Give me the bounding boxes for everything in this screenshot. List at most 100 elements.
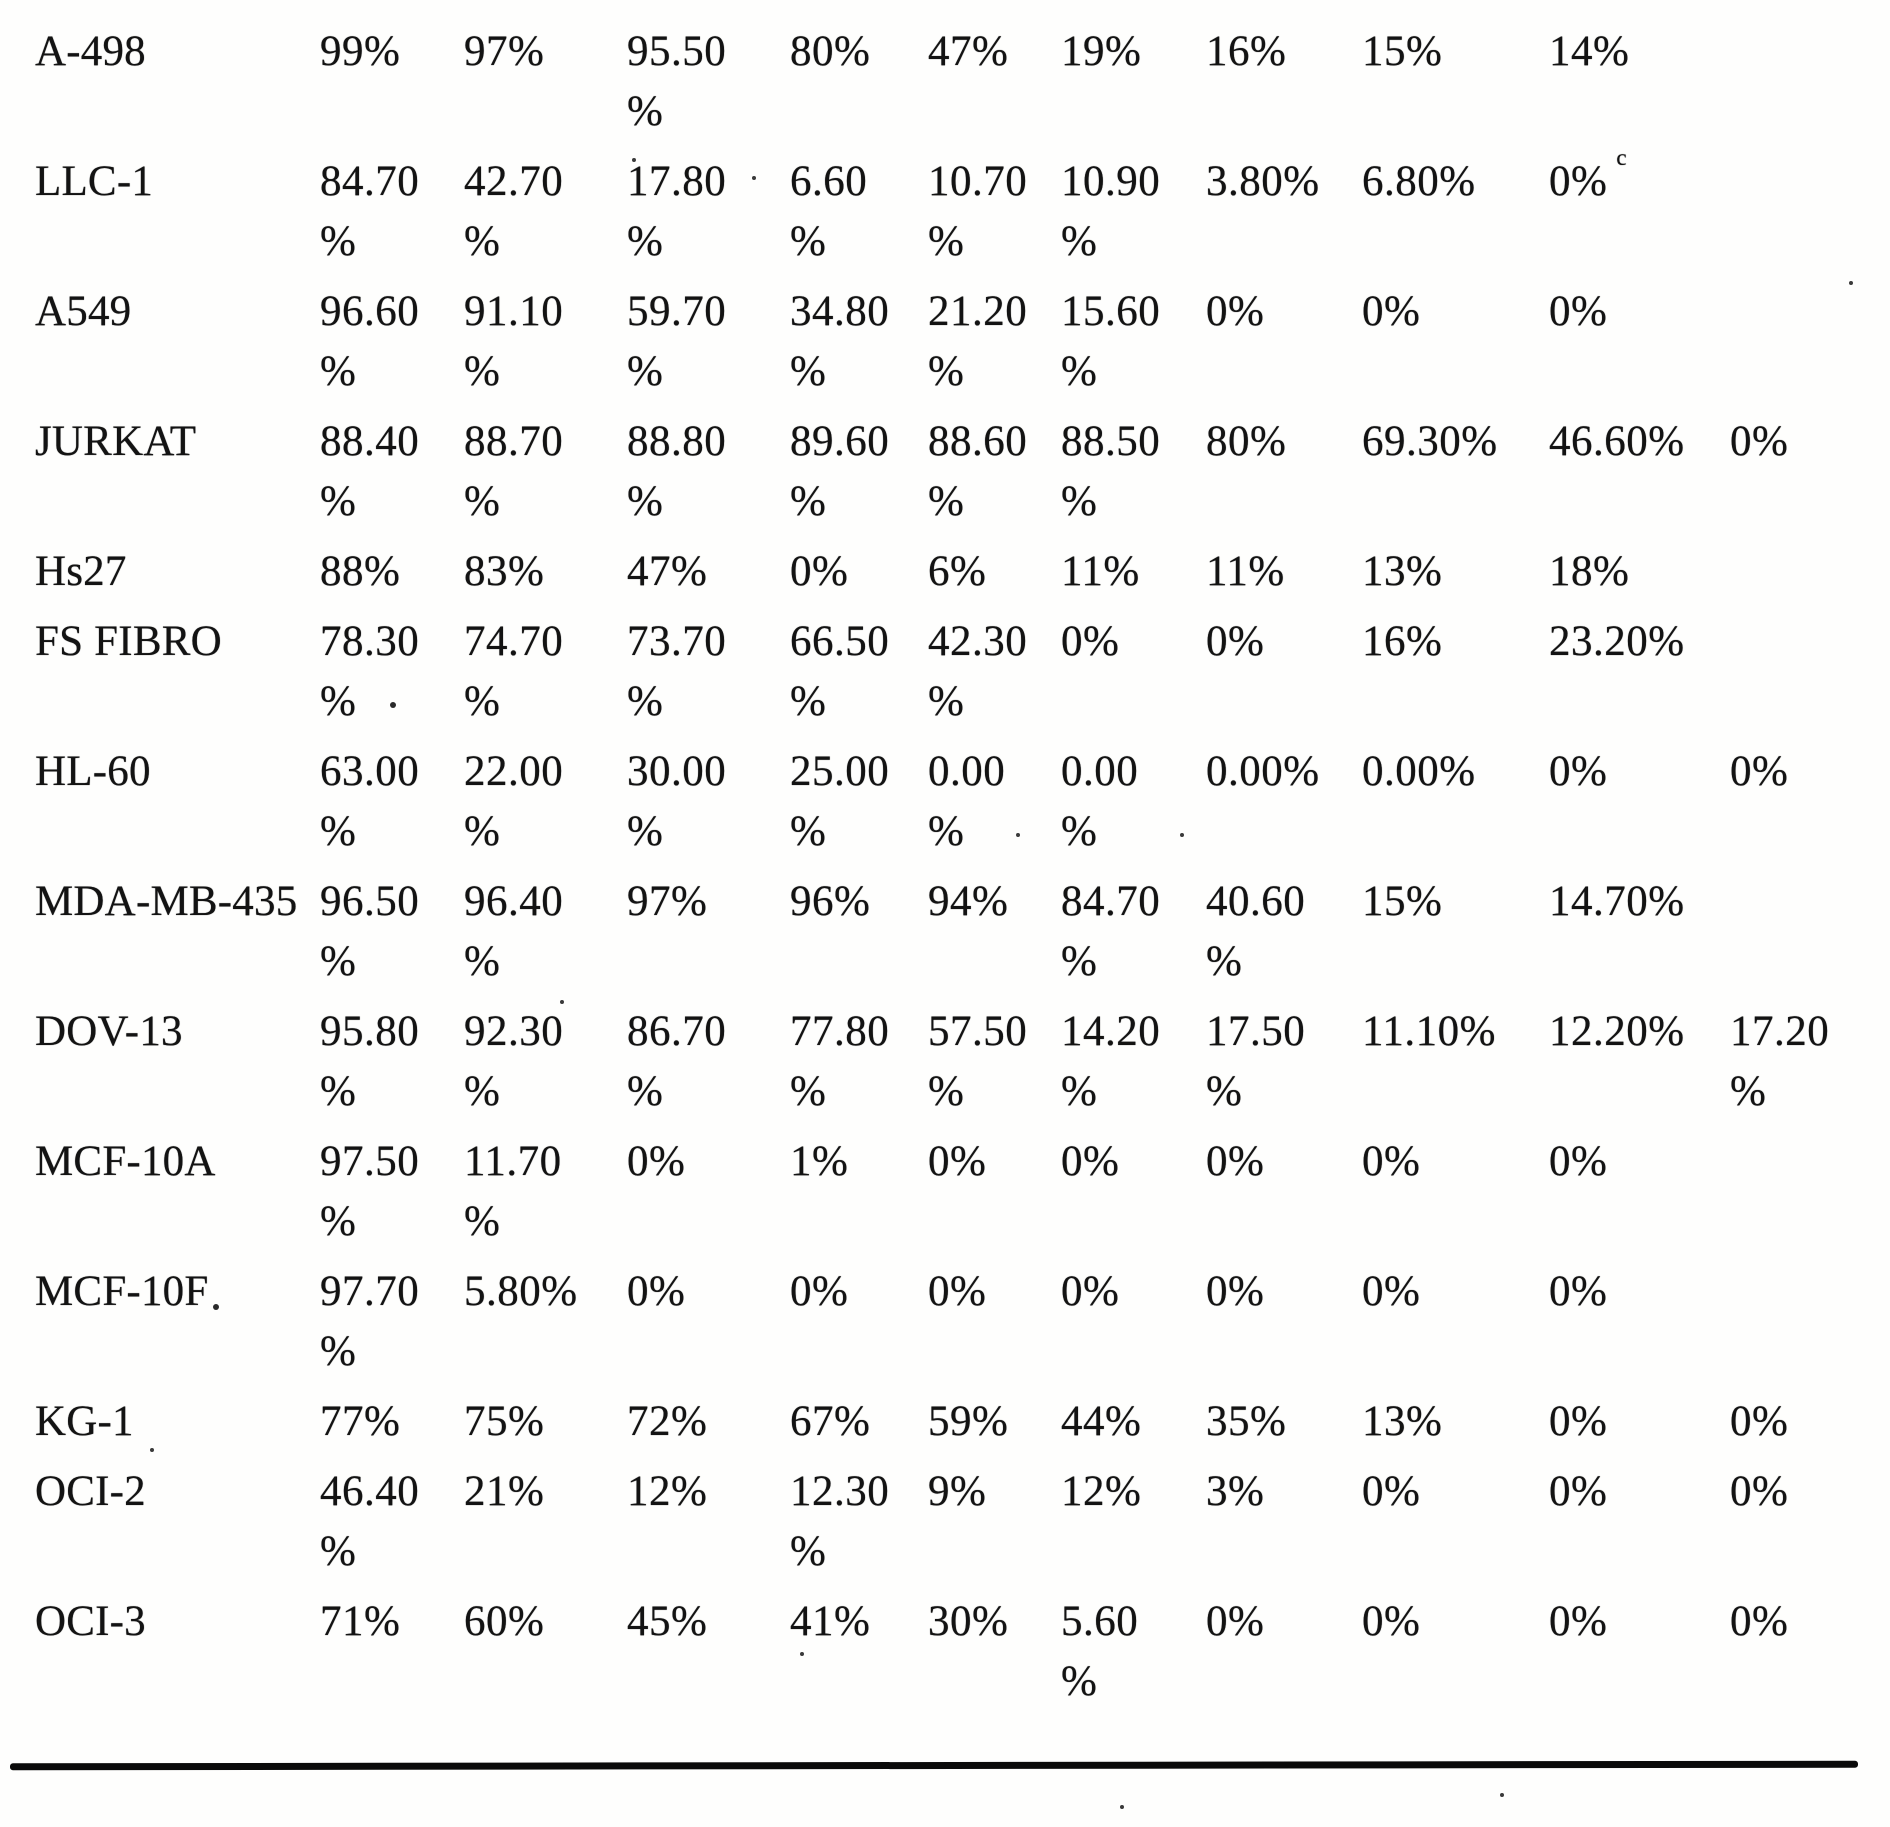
percentage-value-cell: 16% bbox=[1362, 618, 1443, 665]
percentage-value-cell: 96.40 % bbox=[464, 878, 564, 985]
row-label-cell-line: JURKAT bbox=[35, 418, 197, 465]
percentage-value-cell bbox=[1730, 1262, 1890, 1382]
percentage-value-cell: 69.30% bbox=[1362, 418, 1498, 465]
percentage-value-cell: 96.60 % bbox=[320, 288, 420, 395]
percentage-value-cell: 12.30 % bbox=[790, 1468, 890, 1575]
percentage-value-cell: 88.50 % bbox=[1061, 418, 1161, 525]
percentage-value-cell: 1% bbox=[790, 1138, 849, 1185]
percentage-value-cell: 80% bbox=[1206, 418, 1287, 465]
percentage-value-cell: 95.50 % bbox=[627, 28, 727, 135]
table-row: MCF-10F 97.70 % 5.80% 0% 0% 0% 0% 0% 0% 0% bbox=[35, 1262, 1890, 1382]
percentage-value-cell: 0.00 % bbox=[928, 748, 1006, 855]
percentage-value-cell: 95.80 % bbox=[320, 1008, 420, 1115]
percentage-value-cell: 12.20% bbox=[1549, 1008, 1685, 1055]
percentage-value-cell: 59.70 % bbox=[627, 288, 727, 395]
percentage-value-cell: 94% bbox=[928, 878, 1009, 925]
scan-artifact-dot bbox=[1120, 1805, 1124, 1809]
percentage-value-cell: 0%c bbox=[1549, 144, 1628, 205]
percentage-value-cell: 6.80% bbox=[1362, 158, 1476, 205]
percentage-value-cell: 77.80 % bbox=[790, 1008, 890, 1115]
scan-artifact-dot bbox=[1016, 833, 1020, 837]
percentage-value-cell: 0% bbox=[1206, 618, 1265, 665]
percentage-value-cell: 47% bbox=[627, 548, 708, 595]
percentage-value-cell bbox=[1730, 282, 1890, 402]
percentage-value-cell: 13% bbox=[1362, 548, 1443, 595]
percentage-value-cell: 72% bbox=[627, 1398, 708, 1445]
percentage-value-cell: 80% bbox=[790, 28, 871, 75]
percentage-value-cell bbox=[1730, 1132, 1890, 1252]
scan-artifact-dot bbox=[1500, 1793, 1504, 1797]
percentage-value-cell: 97% bbox=[627, 878, 708, 925]
percentage-value-cell: 63.00 % bbox=[320, 748, 420, 855]
scan-artifact-dot bbox=[632, 158, 636, 162]
row-label-cell-line: LLC-1 bbox=[35, 158, 154, 205]
table-row: OCI-2 46.40 % 21% 12% 12.30 % 9% 12% 3% 0% 0% 0% bbox=[35, 1462, 1890, 1582]
percentage-value-cell: 46.60% bbox=[1549, 418, 1685, 465]
percentage-value-cell: 3% bbox=[1206, 1468, 1265, 1515]
percentage-value-cell: 88.40 % bbox=[320, 418, 420, 525]
scan-artifact-dot bbox=[800, 1652, 804, 1656]
percentage-value-cell: 0% bbox=[1730, 1468, 1789, 1515]
percentage-value-cell: 57.50 % bbox=[928, 1008, 1028, 1115]
percentage-value-cell: 0% bbox=[627, 1138, 686, 1185]
percentage-value-cell: 0% bbox=[1206, 1598, 1265, 1645]
percentage-value-cell: 11.70 % bbox=[464, 1138, 562, 1245]
percentage-value-cell: 0% bbox=[1206, 1138, 1265, 1185]
percentage-value-cell: 84.70 % bbox=[1061, 878, 1161, 985]
percentage-value-cell: 42.70 % bbox=[464, 158, 564, 265]
percentage-value-cell: 6.60 % bbox=[790, 158, 868, 265]
percentage-value-cell: 88% bbox=[320, 548, 401, 595]
percentage-value-cell: 0% bbox=[1362, 1468, 1421, 1515]
table-row: HL-60 63.00 % 22.00 % 30.00 % 25.00 % 0.00 % 0… bbox=[35, 742, 1890, 862]
scan-artifact-dot bbox=[1180, 833, 1184, 837]
percentage-value-cell: 71% bbox=[320, 1598, 401, 1645]
percentage-value-cell: 0% bbox=[1549, 1468, 1608, 1515]
percentage-value-cell: 0% bbox=[627, 1268, 686, 1315]
table-row: MDA-MB-435 96.50 % 96.40 % 97% 96% 94% 84.70 %… bbox=[35, 872, 1890, 992]
percentage-value-cell: 0% bbox=[1206, 288, 1265, 335]
percentage-value-cell: 42.30 % bbox=[928, 618, 1028, 725]
row-label-cell-line: A-498 bbox=[35, 28, 146, 75]
row-label-cell-line: MDA-MB-435 bbox=[35, 878, 298, 925]
percentage-value-cell: 0% bbox=[1362, 1138, 1421, 1185]
percentage-value-cell: 18% bbox=[1549, 548, 1630, 595]
percentage-value-cell: 66.50 % bbox=[790, 618, 890, 725]
percentage-value-cell: 0% bbox=[1549, 1598, 1608, 1645]
footnote-marker: c bbox=[1616, 144, 1628, 170]
percentage-value-cell: 0.00% bbox=[1206, 748, 1320, 795]
percentage-value-cell: 0% bbox=[1730, 418, 1789, 465]
percentage-value-cell: 59% bbox=[928, 1398, 1009, 1445]
percentage-value-cell: 35% bbox=[1206, 1398, 1287, 1445]
percentage-value-cell: 16% bbox=[1206, 28, 1287, 75]
row-label-cell-line: FS FIBRO bbox=[35, 618, 222, 665]
table-row: A-498 99% 97% 95.50 % 80% 47% 19% 16% 15% 14% bbox=[35, 22, 1890, 142]
percentage-value-cell: 15% bbox=[1362, 28, 1443, 75]
percentage-value-cell: 30% bbox=[928, 1598, 1009, 1645]
table-row: MCF-10A 97.50 % 11.70 % 0% 1% 0% 0% 0% 0% 0% bbox=[35, 1132, 1890, 1252]
row-label-cell-line: MCF-10A bbox=[35, 1138, 216, 1185]
percentage-value-cell: 84.70 % bbox=[320, 158, 420, 265]
percentage-value-cell: 0% bbox=[1362, 1598, 1421, 1645]
percentage-value-cell bbox=[1730, 152, 1890, 272]
row-label-cell-line: OCI-3 bbox=[35, 1598, 146, 1645]
percentage-value-cell: 41% bbox=[790, 1598, 871, 1645]
percentage-value-cell: 99% bbox=[320, 28, 401, 75]
percentage-value-cell: 10.70 % bbox=[928, 158, 1028, 265]
percentage-value-cell: 40.60 % bbox=[1206, 878, 1306, 985]
percentage-value-cell: 88.80 % bbox=[627, 418, 727, 525]
percentage-value-cell: 73.70 % bbox=[627, 618, 727, 725]
percentage-value-cell: 30.00 % bbox=[627, 748, 727, 855]
table-row: DOV-13 95.80 % 92.30 % 86.70 % 77.80 % 57.50 … bbox=[35, 1002, 1890, 1122]
percentage-value-cell: 0% bbox=[1061, 618, 1120, 665]
percentage-value-cell: 0% bbox=[1730, 748, 1789, 795]
percentage-value-cell: 17.80 % bbox=[627, 158, 727, 265]
percentage-value-cell: 67% bbox=[790, 1398, 871, 1445]
percentage-value-cell: 91.10 % bbox=[464, 288, 564, 395]
percentage-value-cell: 86.70 % bbox=[627, 1008, 727, 1115]
percentage-value-cell: 19% bbox=[1061, 28, 1142, 75]
percentage-value-cell: 11.10% bbox=[1362, 1008, 1496, 1055]
percentage-value-cell: 0% bbox=[1362, 1268, 1421, 1315]
percentage-value-cell: 13% bbox=[1362, 1398, 1443, 1445]
table-row: Hs27 88% 83% 47% 0% 6% 11% 11% 13% 18% bbox=[35, 542, 1890, 602]
